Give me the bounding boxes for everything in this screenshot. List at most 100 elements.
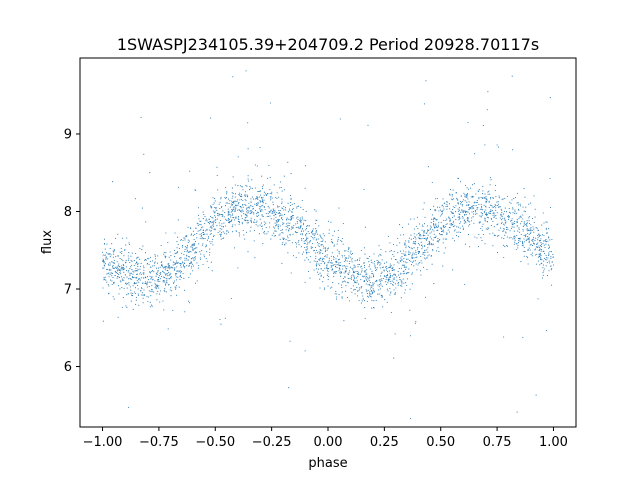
data-point [323, 258, 325, 260]
data-point [526, 230, 528, 232]
data-point [535, 263, 537, 265]
data-point [546, 275, 549, 277]
data-point [430, 244, 432, 246]
data-point [552, 256, 554, 258]
data-point [171, 290, 173, 292]
data-point [133, 260, 135, 262]
data-point [248, 202, 250, 204]
data-point [309, 261, 311, 263]
data-point [461, 215, 464, 218]
data-point [480, 227, 482, 230]
data-point [289, 239, 291, 242]
data-point [357, 290, 359, 292]
data-point [270, 196, 272, 198]
data-point [480, 237, 482, 239]
data-point [151, 270, 153, 272]
data-point [320, 236, 322, 238]
data-point [427, 234, 429, 236]
data-point [432, 229, 434, 231]
data-point [380, 282, 382, 284]
data-point [353, 275, 355, 277]
data-point [542, 250, 544, 252]
data-point [112, 181, 114, 183]
data-point [426, 231, 428, 233]
data-point [324, 262, 326, 264]
data-point [550, 257, 552, 260]
data-point [519, 238, 521, 240]
data-point [253, 221, 255, 223]
data-point [121, 267, 123, 269]
data-point [256, 202, 258, 204]
data-point [148, 281, 150, 283]
data-point [452, 269, 454, 271]
data-point [199, 237, 201, 239]
data-point [201, 237, 203, 239]
data-point [188, 251, 190, 253]
data-point [239, 185, 241, 187]
data-point [331, 286, 333, 288]
data-point [397, 252, 399, 254]
data-point [443, 231, 445, 233]
data-point [309, 240, 311, 242]
data-point [168, 263, 170, 265]
data-point [221, 225, 223, 227]
data-point [508, 216, 511, 218]
data-point [187, 259, 189, 261]
data-point [320, 235, 322, 237]
data-point [143, 267, 145, 269]
data-point [184, 259, 186, 261]
data-point [381, 259, 383, 261]
data-point [113, 262, 115, 264]
data-point [436, 197, 438, 200]
data-point [244, 194, 246, 196]
data-point [297, 241, 299, 243]
data-point [237, 185, 239, 187]
data-point [337, 229, 339, 231]
data-point [280, 230, 282, 232]
data-point [125, 244, 127, 246]
data-point [109, 248, 111, 250]
data-point [522, 218, 524, 220]
data-point [278, 212, 280, 214]
data-point [349, 256, 351, 258]
data-point [241, 217, 243, 220]
data-point [485, 228, 487, 230]
data-point [259, 200, 261, 202]
data-point [351, 257, 353, 259]
data-point [442, 229, 444, 231]
data-point [292, 233, 294, 235]
data-point [229, 221, 231, 223]
data-point [273, 184, 275, 186]
data-point [505, 231, 507, 233]
data-point [343, 280, 345, 282]
data-point [234, 247, 236, 249]
data-point [418, 223, 421, 225]
data-point [150, 295, 152, 297]
data-point [392, 283, 394, 285]
data-point [461, 211, 463, 213]
data-point [507, 216, 509, 218]
data-point [418, 244, 421, 246]
data-point [504, 219, 506, 221]
data-point [156, 284, 158, 286]
data-point [158, 293, 161, 295]
data-point [430, 238, 432, 240]
data-point [268, 207, 270, 209]
data-point [320, 240, 322, 243]
data-point [523, 222, 525, 224]
data-point [105, 256, 107, 258]
data-point [517, 242, 520, 244]
data-point [523, 241, 525, 243]
data-point [167, 264, 169, 266]
data-point [125, 262, 127, 264]
data-point [231, 213, 234, 215]
data-point [168, 267, 170, 269]
data-point [162, 280, 164, 282]
data-point [478, 198, 480, 200]
data-point [550, 269, 552, 271]
data-point [504, 217, 506, 219]
data-point [271, 234, 273, 236]
data-point [191, 263, 193, 265]
data-point [192, 270, 194, 272]
data-point [456, 197, 458, 199]
